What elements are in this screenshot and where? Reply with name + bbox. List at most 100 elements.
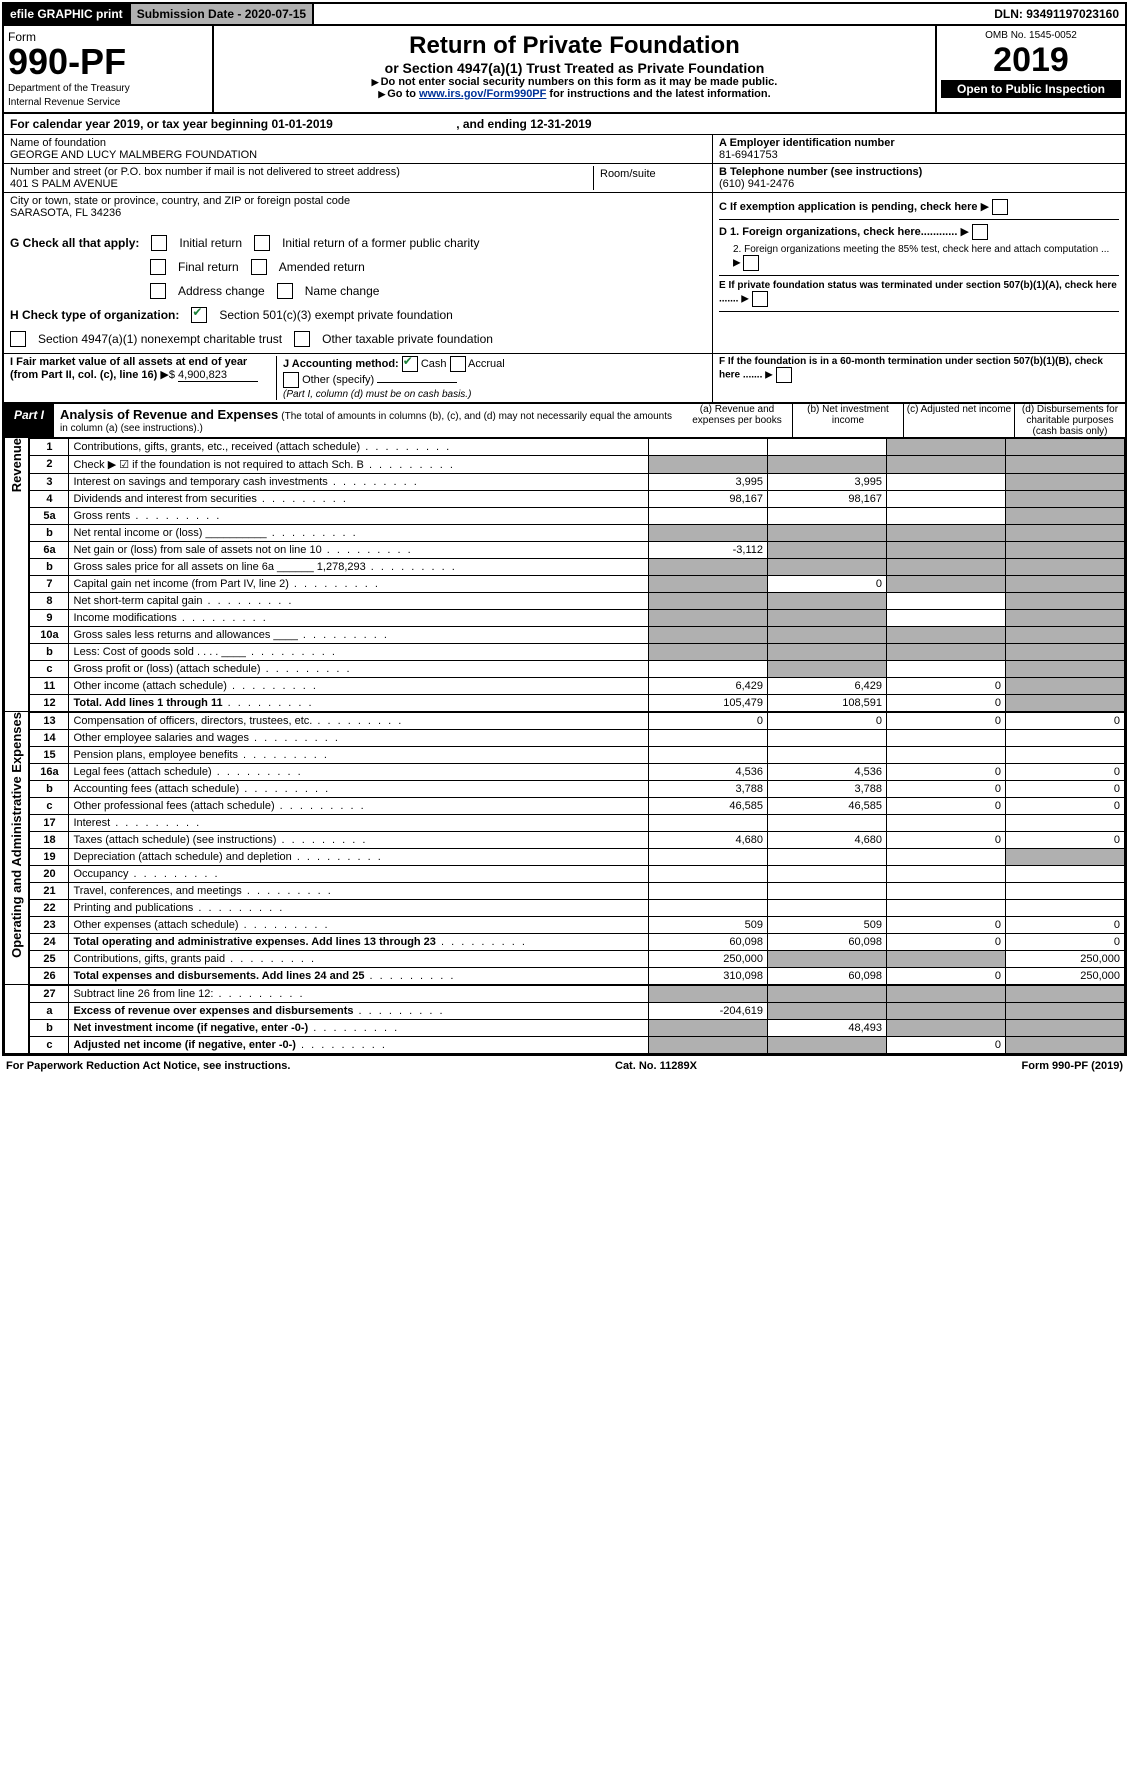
chk-amended[interactable] bbox=[251, 259, 267, 275]
table-row: 14Other employee salaries and wages bbox=[30, 730, 1125, 747]
cell-value: 3,788 bbox=[768, 781, 887, 798]
table-row: bNet investment income (if negative, ent… bbox=[30, 1020, 1125, 1037]
cell-gray bbox=[1006, 491, 1125, 508]
f-row: F If the foundation is in a 60-month ter… bbox=[713, 354, 1125, 402]
submission-date: Submission Date - 2020-07-15 bbox=[131, 4, 314, 24]
cell-gray bbox=[768, 1037, 887, 1054]
chk-cash[interactable] bbox=[402, 356, 418, 372]
row-number: b bbox=[30, 781, 69, 798]
expenses-side-label: Operating and Administrative Expenses bbox=[4, 712, 29, 985]
foundation-name: GEORGE AND LUCY MALMBERG FOUNDATION bbox=[10, 149, 257, 161]
form-ref: Form 990-PF (2019) bbox=[1022, 1060, 1123, 1072]
cell-value bbox=[887, 508, 1006, 525]
page-footer: For Paperwork Reduction Act Notice, see … bbox=[0, 1058, 1129, 1074]
d1-row: D 1. Foreign organizations, check here..… bbox=[719, 220, 1119, 244]
cell-value bbox=[1006, 900, 1125, 917]
city: SARASOTA, FL 34236 bbox=[10, 207, 121, 219]
row-desc: Interest bbox=[69, 815, 649, 832]
row-number: 16a bbox=[30, 764, 69, 781]
a-label: A Employer identification number bbox=[719, 137, 895, 149]
chk-other-tax[interactable] bbox=[294, 331, 310, 347]
chk-name-change[interactable] bbox=[277, 283, 293, 299]
chk-d1[interactable] bbox=[972, 224, 988, 240]
row-number: a bbox=[30, 1003, 69, 1020]
table-row: 7Capital gain net income (from Part IV, … bbox=[30, 576, 1125, 593]
g-label: G Check all that apply: bbox=[10, 236, 139, 250]
chk-c[interactable] bbox=[992, 199, 1008, 215]
table-row: 9Income modifications bbox=[30, 610, 1125, 627]
col-c-head: (c) Adjusted net income bbox=[904, 404, 1015, 437]
cell-gray bbox=[768, 644, 887, 661]
chk-501c3[interactable] bbox=[191, 307, 207, 323]
row-number: 25 bbox=[30, 951, 69, 968]
chk-4947[interactable] bbox=[10, 331, 26, 347]
cell-value: 98,167 bbox=[768, 491, 887, 508]
cell-value: 3,995 bbox=[649, 474, 768, 491]
chk-initial-former[interactable] bbox=[254, 235, 270, 251]
row-number: 26 bbox=[30, 968, 69, 985]
cell-gray bbox=[768, 986, 887, 1003]
table-row: cGross profit or (loss) (attach schedule… bbox=[30, 661, 1125, 678]
cell-value: 6,429 bbox=[768, 678, 887, 695]
cell-value: 0 bbox=[1006, 764, 1125, 781]
cell-value: 0 bbox=[1006, 832, 1125, 849]
e-row: E If private foundation status was termi… bbox=[719, 276, 1119, 312]
chk-f[interactable] bbox=[776, 367, 792, 383]
cell-value bbox=[768, 883, 887, 900]
cell-gray bbox=[768, 1003, 887, 1020]
chk-accrual[interactable] bbox=[450, 356, 466, 372]
cell-value: -204,619 bbox=[649, 1003, 768, 1020]
cell-value: 4,536 bbox=[649, 764, 768, 781]
table-row: 25Contributions, gifts, grants paid250,0… bbox=[30, 951, 1125, 968]
revenue-side-label: Revenue bbox=[4, 438, 29, 712]
chk-addr-change[interactable] bbox=[150, 283, 166, 299]
revenue-table: 1Contributions, gifts, grants, etc., rec… bbox=[29, 438, 1125, 712]
cell-value: 108,591 bbox=[768, 695, 887, 712]
cell-value: 0 bbox=[768, 713, 887, 730]
chk-d2[interactable] bbox=[743, 255, 759, 271]
cell-value: 509 bbox=[768, 917, 887, 934]
dept-label: Department of the Treasury bbox=[8, 83, 130, 94]
irs-link[interactable]: www.irs.gov/Form990PF bbox=[419, 88, 546, 100]
row-number: 27 bbox=[30, 986, 69, 1003]
col-b-head: (b) Net investment income bbox=[793, 404, 904, 437]
row-number: 11 bbox=[30, 678, 69, 695]
row-desc: Net investment income (if negative, ente… bbox=[69, 1020, 649, 1037]
chk-initial[interactable] bbox=[151, 235, 167, 251]
cell-gray bbox=[768, 951, 887, 968]
cell-value bbox=[649, 508, 768, 525]
cell-value bbox=[887, 849, 1006, 866]
row-desc: Pension plans, employee benefits bbox=[69, 747, 649, 764]
cell-gray bbox=[887, 576, 1006, 593]
cell-value: 0 bbox=[768, 576, 887, 593]
cell-gray bbox=[887, 559, 1006, 576]
row-desc: Other expenses (attach schedule) bbox=[69, 917, 649, 934]
phone-block: B Telephone number (see instructions) (6… bbox=[713, 164, 1125, 192]
cell-value: 4,680 bbox=[649, 832, 768, 849]
table-row: 16aLegal fees (attach schedule)4,5364,53… bbox=[30, 764, 1125, 781]
cell-value: 0 bbox=[1006, 781, 1125, 798]
chk-other-acct[interactable] bbox=[283, 372, 299, 388]
row-number: 18 bbox=[30, 832, 69, 849]
row-desc: Contributions, gifts, grants, etc., rece… bbox=[69, 439, 649, 456]
cell-value bbox=[768, 508, 887, 525]
form-subtitle: or Section 4947(a)(1) Trust Treated as P… bbox=[224, 60, 925, 76]
h-row-2: Section 4947(a)(1) nonexempt charitable … bbox=[10, 327, 706, 351]
cell-value: 3,788 bbox=[649, 781, 768, 798]
table-row: 13Compensation of officers, directors, t… bbox=[30, 713, 1125, 730]
fmv-value: 4,900,823 bbox=[178, 369, 258, 382]
cell-value bbox=[887, 593, 1006, 610]
table-row: 19Depreciation (attach schedule) and dep… bbox=[30, 849, 1125, 866]
cell-value bbox=[649, 661, 768, 678]
chk-final[interactable] bbox=[150, 259, 166, 275]
cell-gray bbox=[1006, 576, 1125, 593]
cell-gray bbox=[768, 610, 887, 627]
table-row: bAccounting fees (attach schedule)3,7883… bbox=[30, 781, 1125, 798]
cell-gray bbox=[768, 627, 887, 644]
row-desc: Check ▶ ☑ if the foundation is not requi… bbox=[69, 456, 649, 474]
chk-e[interactable] bbox=[752, 291, 768, 307]
cell-value bbox=[887, 730, 1006, 747]
i-j-block: I Fair market value of all assets at end… bbox=[4, 354, 713, 402]
cell-value bbox=[887, 900, 1006, 917]
cell-gray bbox=[1006, 661, 1125, 678]
